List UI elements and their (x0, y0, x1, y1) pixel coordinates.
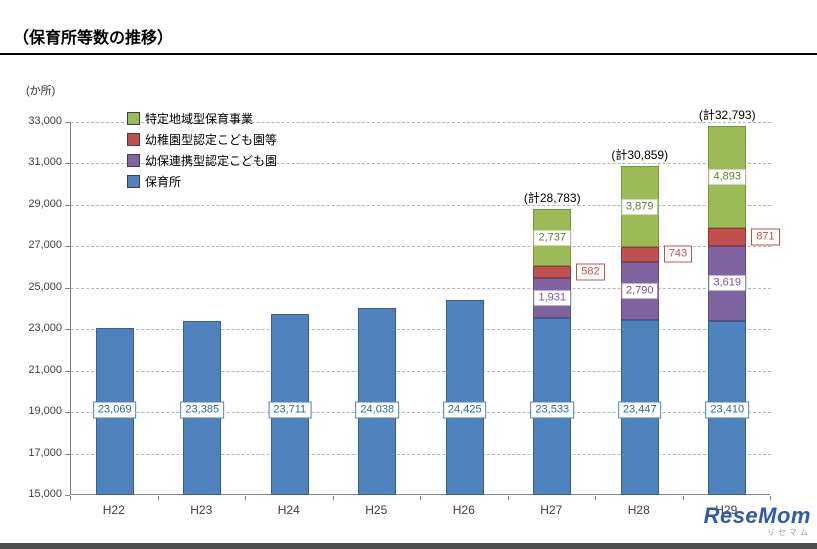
legend-label: 保育所 (145, 175, 182, 189)
value-label: 871 (751, 228, 780, 246)
value-label: 1,931 (533, 289, 572, 307)
legend-label: 特定地域型保育事業 (145, 112, 254, 126)
legend-swatch (127, 133, 140, 146)
gridline (71, 412, 771, 414)
value-label: 23,711 (268, 401, 312, 419)
x-tick (420, 496, 421, 500)
value-label: 23,069 (92, 401, 137, 419)
total-label: (計30,859) (611, 148, 669, 163)
legend-item: 幼保連携型認定こども園 (127, 150, 277, 171)
value-label: 24,038 (355, 401, 400, 419)
gridline (71, 329, 771, 331)
x-tick (157, 496, 159, 500)
x-tick (770, 496, 771, 500)
value-label: 23,385 (180, 401, 225, 419)
legend: 特定地域型保育事業幼稚園型認定こども園等 幼保連携型認定こども園 保育所 (127, 108, 277, 192)
bar-segment (620, 246, 659, 263)
gridline (71, 246, 771, 248)
footer-bar (0, 543, 817, 549)
value-label: 2,737 (533, 229, 572, 247)
title-underline (0, 53, 817, 55)
y-tick-label: 33,000 (28, 115, 62, 127)
legend-swatch (127, 175, 140, 188)
x-tick-label: H28 (627, 503, 650, 517)
x-tick (595, 496, 596, 500)
x-tick-label: H26 (452, 503, 475, 517)
total-label: (計28,783) (523, 191, 581, 206)
x-tick-label: H22 (102, 503, 125, 517)
value-label: 23,533 (530, 401, 575, 419)
value-label: 24,425 (442, 401, 487, 419)
value-label: 4,893 (708, 168, 747, 186)
y-tick-label: 25,000 (28, 280, 62, 293)
chart-title: （保育所等数の推移） (13, 30, 174, 47)
gridline (71, 370, 771, 372)
y-tick-label: 23,000 (28, 322, 62, 335)
value-label: 3,879 (620, 198, 659, 216)
bar-segment (708, 227, 747, 246)
y-tick-label: 31,000 (28, 156, 62, 169)
y-tick (65, 495, 70, 496)
bar-segment (445, 299, 484, 495)
y-tick-label: 27,000 (28, 239, 62, 252)
value-label: 23,410 (705, 401, 750, 419)
gridline (71, 287, 771, 289)
legend-item: 幼稚園型認定こども園等 (127, 129, 277, 150)
y-tick-label: 19,000 (28, 405, 62, 418)
resemom-sub-text: リセマム (767, 528, 811, 537)
y-axis-unit-label: (か所) (26, 85, 56, 97)
x-tick (682, 496, 684, 500)
y-tick-label: 17,000 (28, 446, 62, 459)
resemom-logo: ReseMom リセマム (704, 505, 811, 537)
value-label: 23,447 (617, 401, 662, 419)
plot-area: 23,069 23,385 23,711 24,038 24,425 23,533 1,93… (70, 108, 780, 495)
value-label: 582 (576, 263, 605, 281)
resemom-brand-text: ReseMom (703, 503, 811, 528)
y-tick-label: 21,000 (28, 363, 62, 376)
x-tick (245, 496, 246, 500)
y-tick-label: 29,000 (28, 197, 62, 210)
legend-swatch (127, 154, 140, 167)
gridline (71, 204, 771, 206)
x-tick (507, 496, 509, 500)
legend-label: 幼稚園型認定こども園等 (145, 133, 278, 147)
gridline (71, 453, 771, 455)
x-tick (332, 496, 334, 500)
legend-swatch (127, 112, 140, 125)
x-tick-label: H25 (365, 503, 388, 517)
legend-item: 保育所 (127, 171, 277, 192)
y-tick-label: 15,000 (28, 488, 62, 500)
x-tick-label: H27 (540, 503, 563, 517)
x-tick-label: H24 (277, 503, 300, 517)
gridline (71, 163, 771, 165)
bar-segment (358, 307, 397, 495)
value-label: 3,619 (708, 274, 747, 292)
x-tick-label: H23 (190, 503, 213, 517)
legend-item: 特定地域型保育事業 (127, 108, 277, 129)
bar-segment (533, 266, 572, 279)
total-label: (計32,793) (698, 108, 756, 123)
value-label: 2,790 (620, 282, 659, 300)
gridline (71, 122, 771, 123)
value-label: 743 (663, 245, 693, 263)
legend-label: 幼保連携型認定こども園 (145, 154, 278, 168)
x-tick (70, 496, 71, 500)
